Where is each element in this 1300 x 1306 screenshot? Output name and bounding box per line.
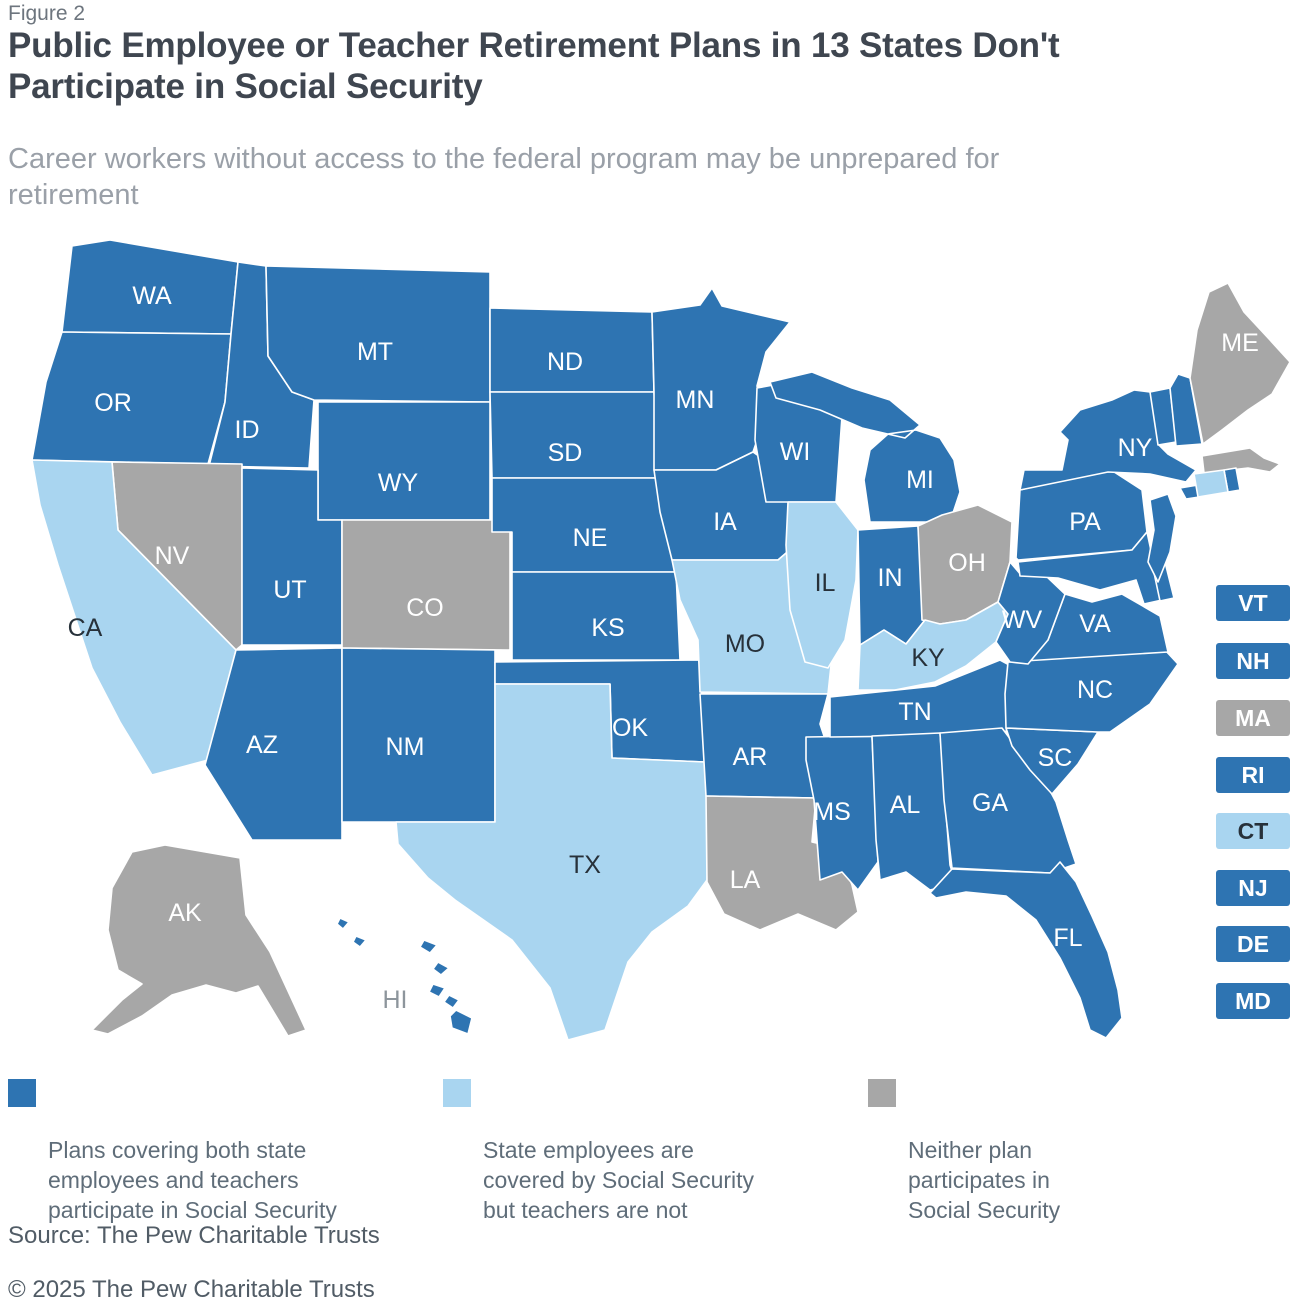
small-state-box-MD: MD [1216,983,1290,1019]
legend-swatch-both [8,1079,36,1107]
state-label-MN: MN [676,386,715,414]
figure-label: Figure 2 [8,2,86,25]
state-MD [1017,531,1163,605]
figure-subtitle: Career workers without access to the fed… [8,143,1000,211]
state-label-VA: VA [1079,610,1111,638]
state-label-WA: WA [132,282,172,310]
state-label-LA: LA [730,866,761,894]
state-label-UT: UT [273,576,306,604]
small-state-box-MA: MA [1216,700,1290,736]
state-label-NM: NM [386,733,425,761]
legend-item-both: Plans covering both state employees and … [8,1076,408,1225]
state-AK [91,844,307,1037]
state-label-MO: MO [725,630,765,658]
state-WY [317,401,491,521]
state-CA [31,459,237,776]
state-label-WI: WI [780,438,811,466]
state-MI [769,371,961,523]
state-label-OK: OK [612,714,648,742]
state-IL [785,501,859,669]
small-state-box-RI: RI [1216,757,1290,793]
state-HI [336,917,473,1035]
state-label-ND: ND [547,348,583,376]
state-label-KY: KY [911,644,945,672]
legend-swatch-state-only [443,1079,471,1107]
state-CO [341,519,511,651]
state-label-GA: GA [972,789,1008,817]
state-label-TX: TX [569,851,601,879]
state-ME [1189,282,1291,445]
state-label-OR: OR [94,389,132,417]
legend-swatch-neither [868,1079,896,1107]
state-label-TN: TN [898,698,931,726]
legend-item-neither: Neither plan participates in Social Secu… [868,1076,1168,1225]
state-label-KS: KS [591,614,624,642]
legend-item-state-only: State employees are covered by Social Se… [443,1076,833,1225]
state-label-MS: MS [813,798,851,826]
state-label-CO: CO [406,594,444,622]
state-label-NY: NY [1118,434,1153,462]
state-label-HI: HI [383,986,408,1014]
small-state-box-NJ: NJ [1216,870,1290,906]
state-label-FL: FL [1053,924,1082,952]
state-label-AL: AL [890,791,921,819]
state-label-AZ: AZ [246,731,278,759]
state-label-WY: WY [378,469,419,497]
state-label-AR: AR [733,743,768,771]
legend-label-neither: Neither plan participates in Social Secu… [908,1136,1061,1223]
map-legend: Plans covering both state employees and … [0,1076,1300,1223]
state-label-NE: NE [573,524,608,552]
figure-title: Public Employee or Teacher Retirement Pl… [8,26,1060,106]
state-label-SD: SD [548,439,583,467]
state-FL [929,861,1123,1039]
state-label-IN: IN [878,564,903,592]
state-MT [265,265,491,403]
state-label-NV: NV [155,542,190,570]
state-CT [1193,469,1229,498]
state-AZ [204,647,343,841]
state-label-ID: ID [235,416,260,444]
state-label-CA: CA [68,614,103,642]
state-label-ME: ME [1221,329,1259,357]
state-MA [1201,447,1281,474]
small-state-box-VT: VT [1216,585,1290,621]
state-LA [705,795,859,931]
state-label-IL: IL [815,569,836,597]
state-label-NC: NC [1077,676,1113,704]
state-label-IA: IA [713,508,737,536]
state-label-OH: OH [948,549,986,577]
small-state-box-CT: CT [1216,813,1290,849]
state-label-WV: WV [1002,606,1043,634]
state-label-SC: SC [1038,744,1073,772]
copyright-line: © 2025 The Pew Charitable Trusts [8,1276,375,1303]
state-label-PA: PA [1069,508,1101,536]
state-VA [1007,593,1169,663]
legend-label-both: Plans covering both state employees and … [48,1136,337,1223]
state-label-MT: MT [357,338,393,366]
state-label-AK: AK [168,899,202,927]
state-NJ [1147,493,1177,583]
legend-label-state-only: State employees are covered by Social Se… [483,1136,755,1223]
small-state-box-DE: DE [1216,926,1290,962]
state-label-MI: MI [906,466,934,494]
source-line: Source: The Pew Charitable Trusts [8,1222,380,1249]
small-state-box-NH: NH [1216,643,1290,679]
